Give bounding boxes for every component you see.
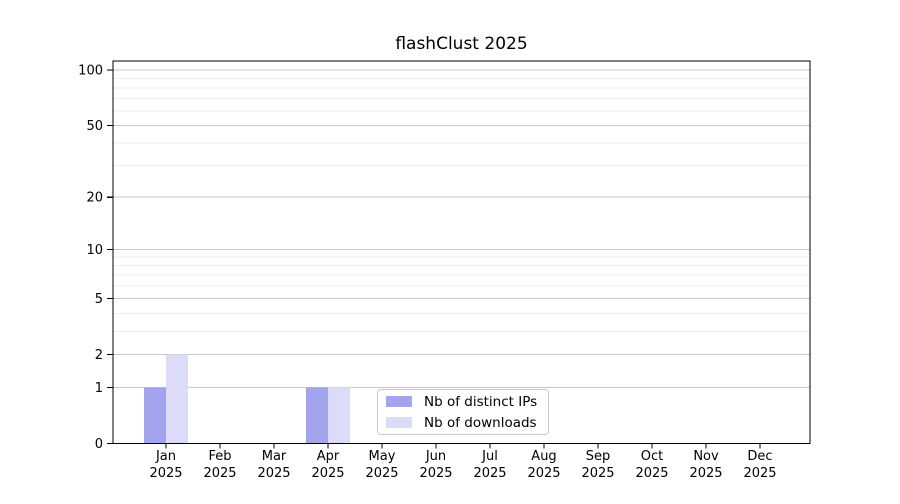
y-tick-label: 20 xyxy=(86,191,103,206)
x-tick-label-year: 2025 xyxy=(311,466,344,481)
x-tick-label-month: Jun xyxy=(425,449,446,464)
y-tick-label: 0 xyxy=(95,437,103,452)
x-tick-label-month: Sep xyxy=(586,449,611,464)
y-tick-label: 2 xyxy=(95,348,103,363)
x-tick-label-month: Aug xyxy=(531,449,556,464)
x-tick-label-year: 2025 xyxy=(743,466,776,481)
x-tick-label-month: Dec xyxy=(747,449,772,464)
y-tick-label: 5 xyxy=(95,292,103,307)
y-tick-label: 100 xyxy=(78,64,103,79)
legend-item-distinct-ips: Nb of distinct IPs xyxy=(386,393,548,411)
x-tick-label-month: Nov xyxy=(693,449,719,464)
x-tick-label-month: Mar xyxy=(262,449,287,464)
x-tick-label-month: Feb xyxy=(208,449,231,464)
x-tick-label-month: Jul xyxy=(481,449,498,464)
legend-swatch-downloads xyxy=(386,417,412,428)
legend-swatch-distinct-ips xyxy=(386,396,412,407)
bar-distinct-ips-jan xyxy=(144,387,166,444)
legend-label-downloads: Nb of downloads xyxy=(424,414,537,431)
x-tick-label-year: 2025 xyxy=(581,466,614,481)
x-tick-label-year: 2025 xyxy=(203,466,236,481)
x-tick-label-month: Oct xyxy=(641,449,663,464)
x-tick-label-year: 2025 xyxy=(689,466,722,481)
x-tick-label-month: May xyxy=(369,449,396,464)
x-tick-label-year: 2025 xyxy=(473,466,506,481)
x-tick-label-year: 2025 xyxy=(365,466,398,481)
chart-title: flashClust 2025 xyxy=(395,34,528,54)
bar-distinct-ips-apr xyxy=(306,387,328,444)
bar-downloads-jan xyxy=(166,354,188,444)
bar-downloads-apr xyxy=(328,387,350,444)
y-tick-label: 10 xyxy=(86,243,103,258)
x-tick-label-month: Apr xyxy=(317,449,340,464)
legend-label-distinct-ips: Nb of distinct IPs xyxy=(424,393,538,410)
x-tick-label-year: 2025 xyxy=(149,466,182,481)
x-tick-label-year: 2025 xyxy=(527,466,560,481)
y-tick-label: 1 xyxy=(95,381,103,396)
legend: Nb of distinct IPs Nb of downloads xyxy=(377,389,549,435)
x-tick-label-year: 2025 xyxy=(419,466,452,481)
plot-border xyxy=(112,60,811,445)
x-tick-label-year: 2025 xyxy=(635,466,668,481)
legend-item-downloads: Nb of downloads xyxy=(386,414,548,432)
x-tick-label-month: Jan xyxy=(155,449,176,464)
y-tick-label: 50 xyxy=(86,119,103,134)
x-tick-label-year: 2025 xyxy=(257,466,290,481)
